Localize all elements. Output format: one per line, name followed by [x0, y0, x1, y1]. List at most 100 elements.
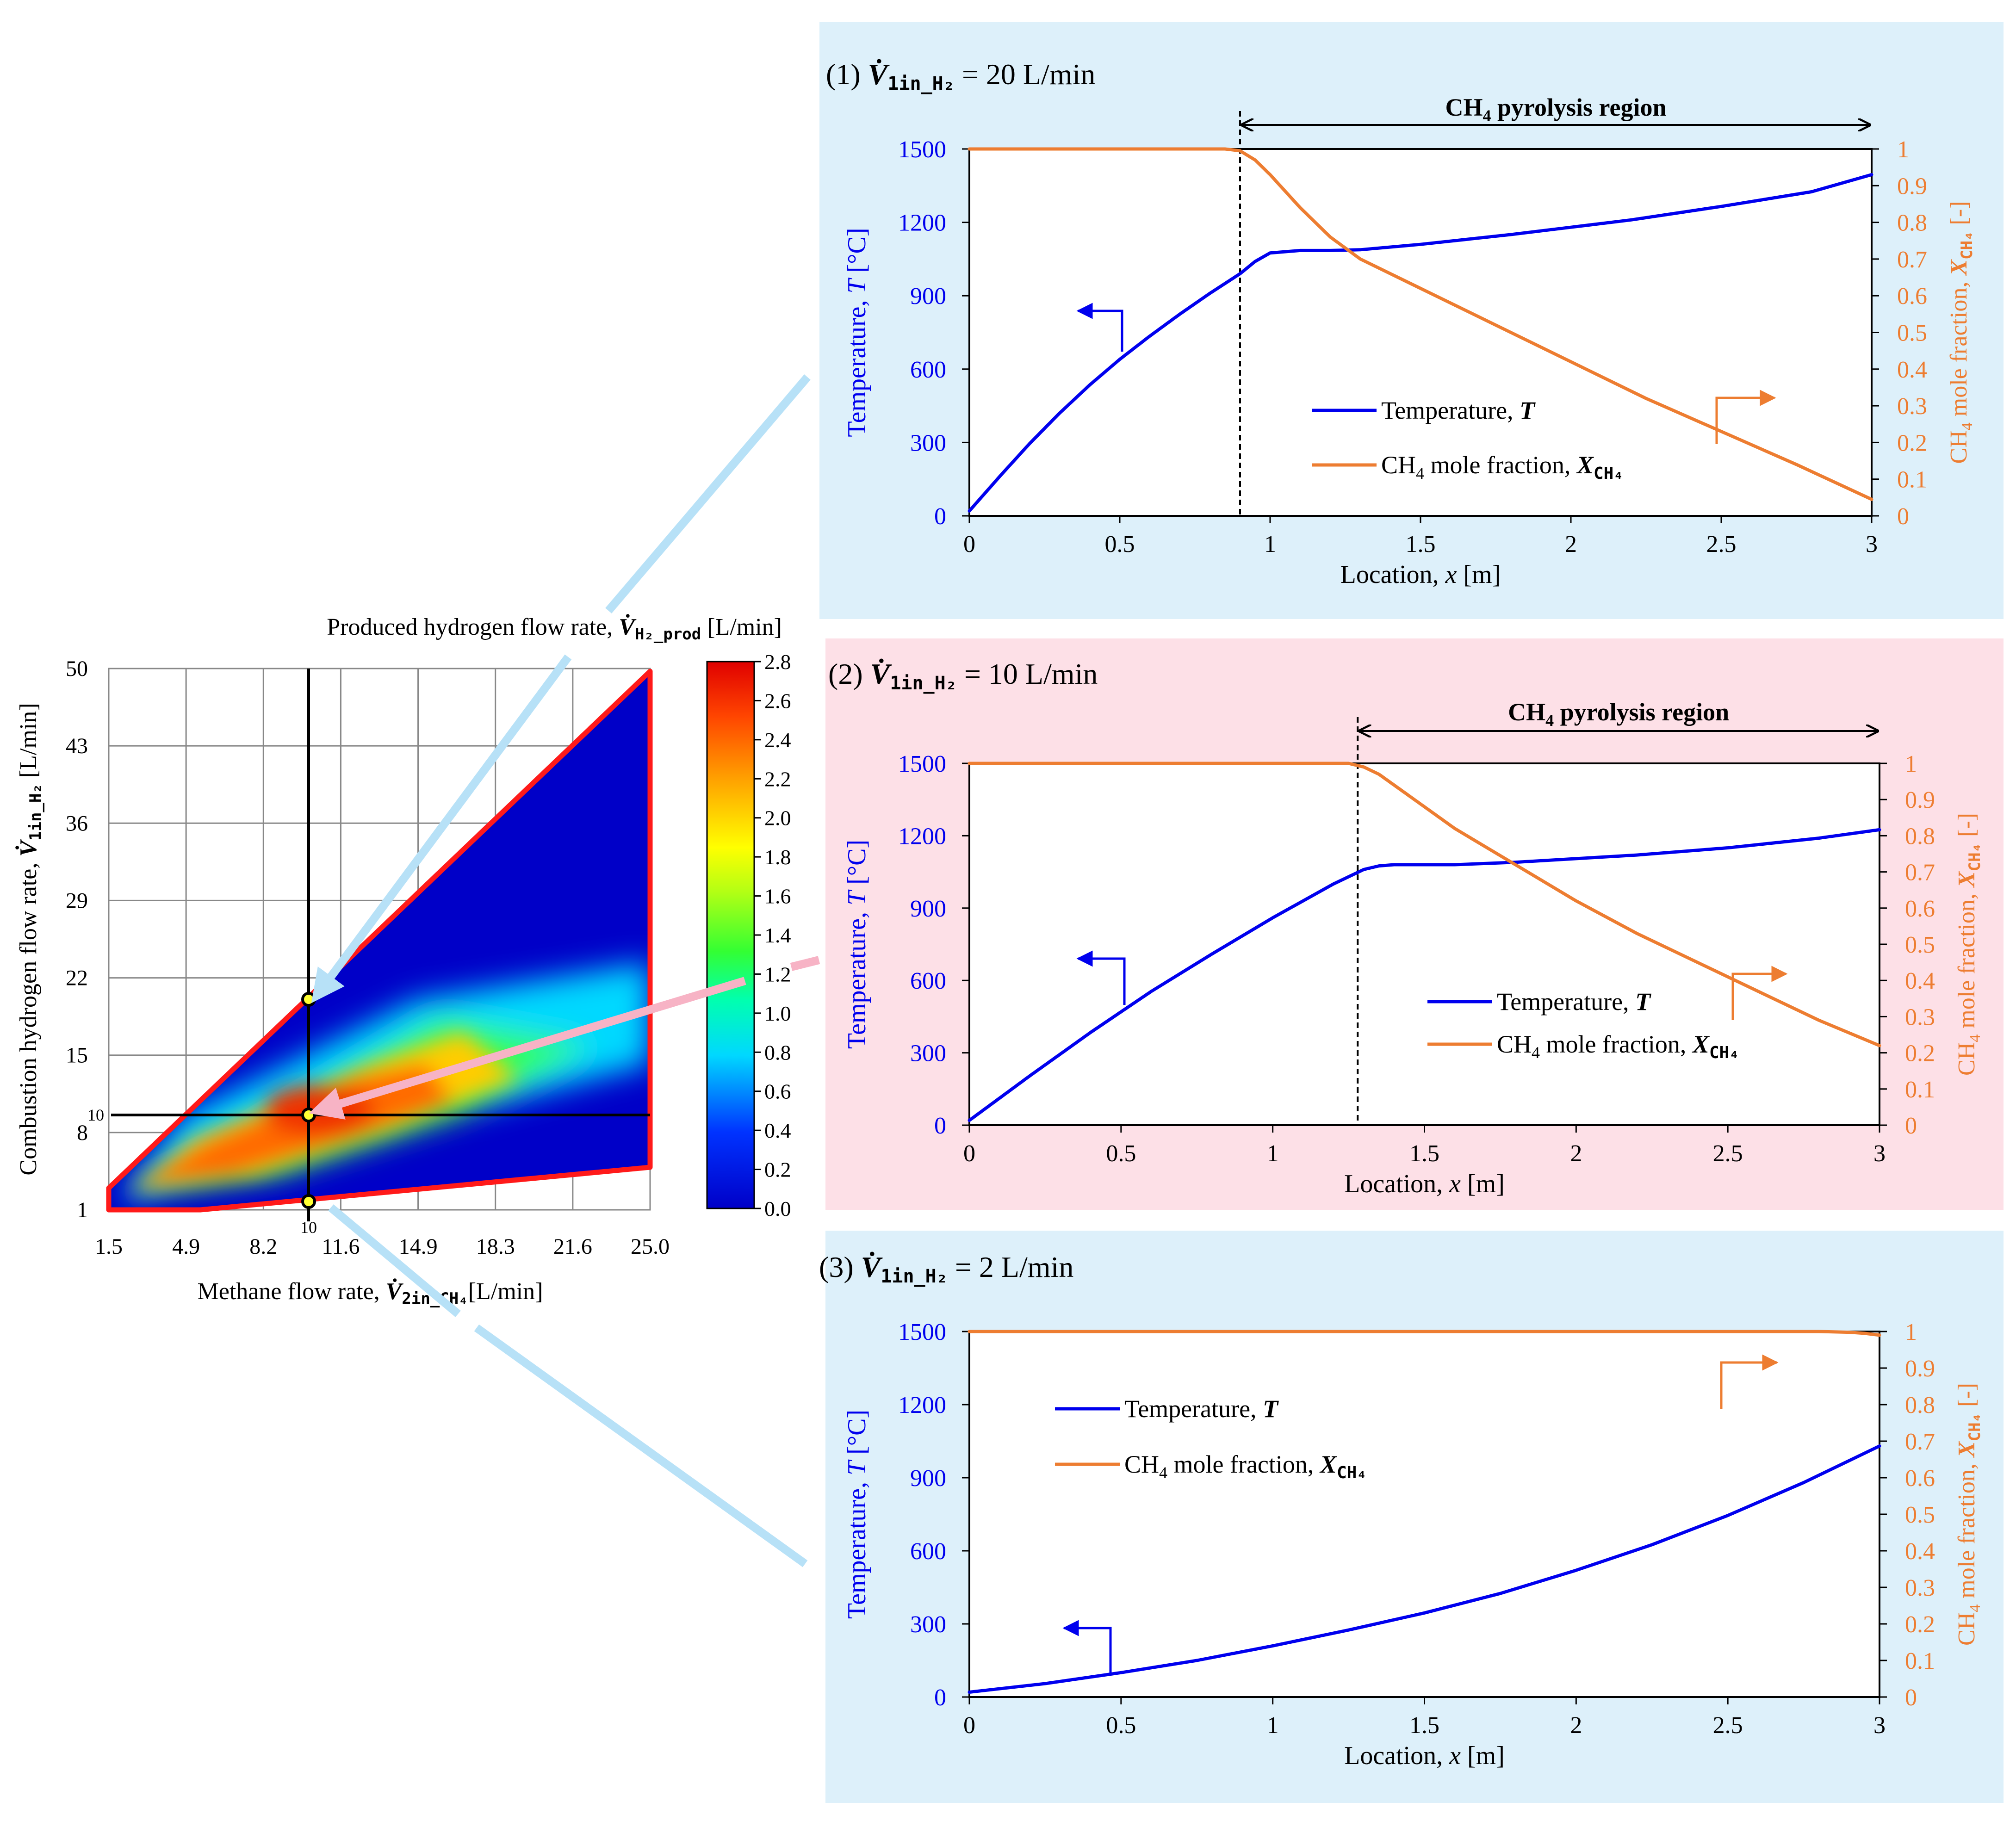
y-tick-label: 1500: [898, 136, 946, 163]
x-tick-label: 0.5: [1106, 1712, 1136, 1739]
x-tick-label: 3: [1873, 1140, 1886, 1167]
colorbar-tick-label: 1.0: [764, 1002, 791, 1025]
y-tick-label: 300: [910, 1611, 946, 1638]
x-tick-label: 3: [1866, 531, 1878, 557]
x-tick-label: 2: [1570, 1140, 1582, 1167]
y2-tick-label: 0.9: [1905, 787, 1935, 813]
y2-tick-label: 0.1: [1897, 467, 1927, 493]
colorbar-tick-label: 1.8: [764, 845, 791, 869]
connector-line-panel-1-b: [311, 654, 572, 1003]
connector-line-panel-2: [790, 956, 820, 971]
y2-tick-label: 0.4: [1905, 1538, 1935, 1565]
y-axis-label: Temperature, T [°C]: [843, 228, 871, 437]
pyrolysis-region-label: CH4 pyrolysis region: [1508, 698, 1729, 730]
colorbar-tick-label: 0.2: [764, 1158, 791, 1182]
y2-tick-label: 1: [1905, 751, 1917, 777]
y2-tick-label: 0.3: [1905, 1575, 1935, 1601]
x-tick-label: 2.5: [1713, 1712, 1743, 1739]
contour-x-tick-label: 11.6: [322, 1234, 360, 1259]
colorbar-tick-labels: 2.8 2.6 2.4 2.2 2.0 1.8 1.6 1.4 1.2 1.0 0.8 0.6 0.4 0…: [754, 650, 791, 1220]
y2-tick-label: 0.7: [1905, 1429, 1935, 1455]
contour-y-tick-label: 43: [66, 734, 88, 758]
y-tick-label: 1200: [898, 823, 946, 849]
y2-tick-label: 0.8: [1905, 1392, 1935, 1418]
y2-tick-label: 0.9: [1897, 173, 1927, 199]
colorbar-tick-label: 2.0: [764, 806, 791, 830]
y-axis-label: Temperature, T [°C]: [843, 840, 871, 1049]
panel-title: (2) V̇1in_H₂ = 10 L/min: [828, 657, 1098, 694]
y-axis-label: Temperature, T [°C]: [843, 1410, 871, 1619]
contour-y-tick-label: 15: [66, 1043, 88, 1068]
x-tick-label: 0: [963, 1140, 975, 1167]
legend-label-temperature: Temperature, T: [1124, 1395, 1279, 1423]
colorbar-tick-label: 1.4: [764, 923, 791, 947]
y-tick-label: 900: [910, 283, 946, 310]
temperature-series-line: [968, 1444, 1881, 1694]
x-tick-label: 1.5: [1409, 1712, 1439, 1739]
colorbar-tick-label: 0.6: [764, 1080, 791, 1103]
connector-line-panel-1: [605, 374, 811, 613]
y2-tick-label: 0: [1905, 1113, 1917, 1139]
y2-tick-label: 0.4: [1897, 357, 1927, 383]
legend-label-temperature: Temperature, T: [1381, 396, 1536, 424]
contour-y-tick-label: 50: [66, 657, 88, 681]
y-tick-label: 1500: [898, 751, 946, 777]
y2-axis-label: CH4 mole fraction, XCH₄ [-]: [1954, 1383, 1984, 1646]
y2-axis-label: CH4 mole fraction, XCH₄ [-]: [1946, 201, 1976, 464]
colorbar: [706, 661, 755, 1209]
y2-tick-label: 0.8: [1905, 823, 1935, 849]
y2-tick-label: 0.2: [1905, 1041, 1935, 1067]
connector-line-panel-3: [474, 1324, 808, 1567]
x-tick-label: 2: [1570, 1712, 1582, 1739]
pyrolysis-region-label: CH4 pyrolysis region: [1445, 93, 1666, 125]
line-plot-area: [968, 1331, 1880, 1698]
x-tick-label: 0.5: [1106, 1140, 1136, 1167]
y2-tick-label: 0.6: [1905, 896, 1935, 922]
ch4-series-line: [968, 1330, 1881, 1337]
temperature-axis-arrow: [1076, 950, 1126, 1005]
line-plot-area: [968, 762, 1880, 1126]
x-tick-label: 1.5: [1406, 531, 1436, 557]
marker-point-10: [301, 1108, 316, 1122]
connector-line-panel-2-b: [309, 977, 746, 1120]
contour-y-tick-label: 8: [77, 1121, 88, 1145]
colorbar-tick-label: 0.0: [764, 1197, 791, 1220]
y-tick-label: 900: [910, 896, 946, 922]
ch4-axis-arrow: [1720, 1354, 1779, 1409]
x-tick-label: 1: [1264, 531, 1276, 557]
connector-line-panel-3-b: [328, 1204, 461, 1317]
temperature-series-line: [968, 173, 1873, 513]
x-axis-label: Location, x [m]: [1344, 1170, 1505, 1198]
y2-tick-label: 0: [1897, 503, 1909, 530]
y2-tick-label: 0.5: [1897, 320, 1927, 347]
y-tick-label: 600: [910, 357, 946, 383]
temperature-axis-arrow: [1062, 1620, 1112, 1675]
colorbar-tick-label: 2.8: [764, 650, 791, 674]
temperature-series-line: [968, 828, 1881, 1122]
colorbar-tick-label: 2.2: [764, 767, 791, 791]
temperature-axis-arrow: [1076, 303, 1123, 352]
contour-xlabel: Methane flow rate, V̇2in_CH₄[L/min]: [198, 1278, 543, 1308]
legend-label-ch4: CH4 mole fraction, XCH₄: [1124, 1450, 1367, 1482]
line-plot-area: [968, 148, 1873, 517]
contour-tick-labels: 1.5 4.9 8.2 11.6 14.9 18.3 21.6 25.0 1 8 15 22 29 36 4…: [66, 657, 670, 1259]
contour-x-tick-label: 18.3: [476, 1234, 515, 1259]
y-tick-label: 1200: [898, 210, 946, 236]
y-tick-label: 1500: [898, 1319, 946, 1345]
contour-plot: 10 10 1.5 4.9 8.2 11.6 14.9 18.3 21.6 25.0 1 8 15 2…: [15, 614, 791, 1308]
contour-x-tick-label: 8.2: [249, 1234, 277, 1259]
y2-tick-label: 0.1: [1905, 1077, 1935, 1103]
x-tick-label: 0: [963, 531, 975, 557]
y2-tick-label: 0.3: [1897, 393, 1927, 420]
y2-tick-label: 0.3: [1905, 1004, 1935, 1030]
x-tick-label: 2.5: [1713, 1140, 1743, 1167]
y-tick-label: 600: [910, 1538, 946, 1565]
panel-title: (3) V̇1in_H₂ = 2 L/min: [819, 1251, 1073, 1287]
contour-title: Produced hydrogen flow rate, V̇H₂_prod […: [327, 614, 782, 644]
contour-y-tick-label: 1: [77, 1198, 88, 1222]
legend-label-ch4: CH4 mole fraction, XCH₄: [1497, 1030, 1739, 1062]
colorbar-tick-label: 2.4: [764, 728, 791, 752]
contour-x-tick-label: 21.6: [553, 1234, 592, 1259]
